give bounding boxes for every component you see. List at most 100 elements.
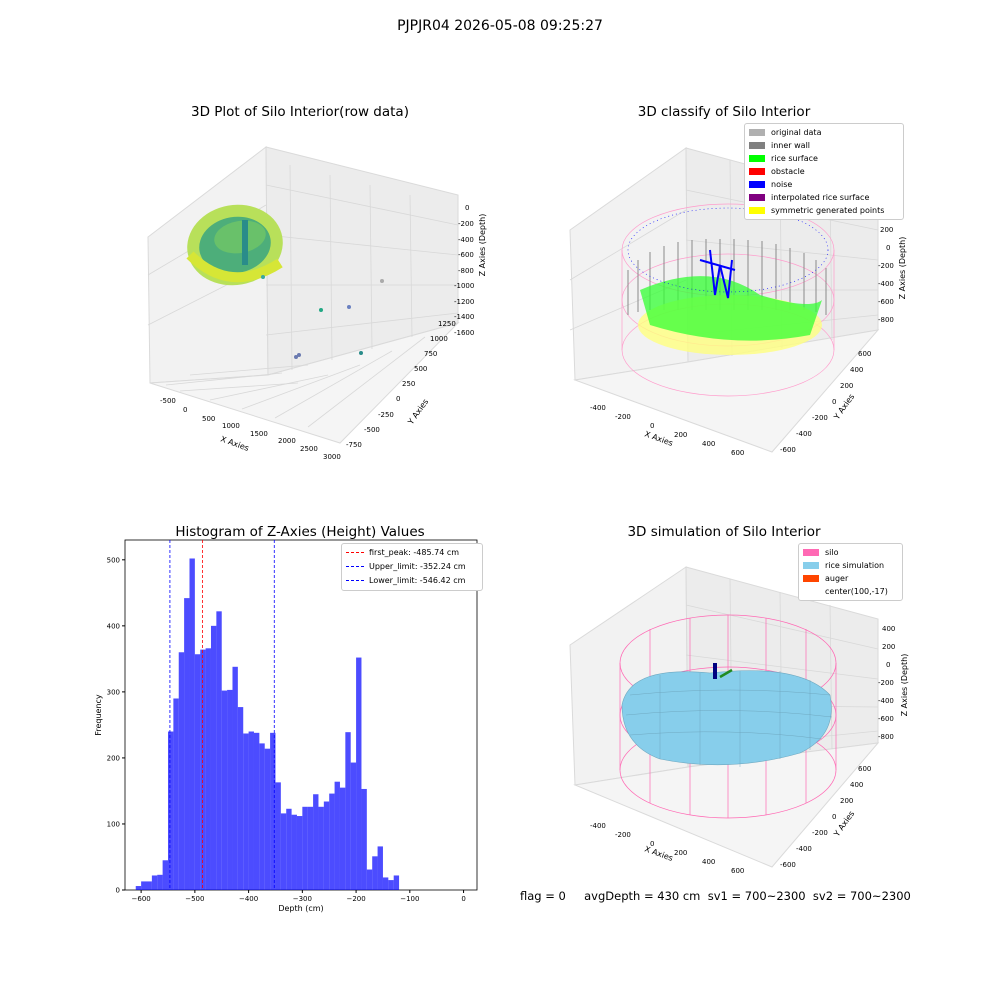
classify-xtick: -200 [615, 413, 631, 421]
histogram-bar [184, 598, 190, 890]
raw-ztick: -1000 [454, 282, 474, 290]
classify-ztick: -800 [878, 316, 894, 324]
histogram-bar [318, 806, 324, 890]
histogram-x-tick-label: −200 [346, 895, 365, 903]
histogram-x-label: Depth (cm) [278, 904, 323, 913]
raw-ztick: -600 [458, 251, 474, 259]
histogram-y-tick-label: 500 [107, 556, 120, 564]
sim-ztick: 400 [882, 625, 895, 633]
sim-ytick: 400 [850, 781, 863, 789]
legend-label: first_peak: -485.74 cm [369, 548, 460, 557]
sim-ztick: -400 [878, 697, 894, 705]
histogram-bar [243, 733, 249, 890]
histogram-bar [350, 762, 357, 890]
legend-line [346, 552, 364, 553]
sim-ztick: 0 [886, 661, 890, 669]
legend-swatch [803, 588, 819, 595]
simulation-rice-surface [621, 670, 832, 766]
raw-xtick: 3000 [323, 453, 341, 461]
histogram-bar [157, 874, 163, 890]
simulation-x-tick-labels: -400 -200 0 200 400 600 [590, 822, 744, 875]
histogram-bar [313, 794, 319, 890]
histogram-bar [210, 625, 217, 890]
raw-ztick: -200 [458, 220, 474, 228]
histogram-bar [334, 781, 340, 890]
histogram-bar [270, 732, 276, 890]
raw-ytick: 250 [402, 380, 415, 388]
classify-ytick: 0 [832, 398, 836, 406]
simulation-rice-mesh [625, 671, 833, 767]
classify-ztick: 0 [886, 244, 890, 252]
raw-y-label: Y Axies [406, 397, 431, 427]
histogram-bar [377, 846, 383, 890]
histogram-bars [135, 558, 400, 890]
histogram-bar [291, 814, 297, 890]
legend-swatch [749, 168, 765, 175]
simulation-3d-plot: -400 -200 0 200 400 600 X Axies -600 -40… [569, 566, 909, 875]
classify-plot-title: 3D classify of Silo Interior [637, 104, 811, 120]
raw-ytick: 1250 [438, 320, 456, 328]
legend-label: symmetric generated points [771, 206, 885, 215]
simulation-plot-title: 3D simulation of Silo Interior [627, 524, 821, 540]
raw-ytick: 500 [414, 365, 427, 373]
simulation-z-tick-labels: 400 200 0 -200 -400 -600 -800 [878, 625, 895, 741]
histogram-reference-lines [169, 540, 275, 890]
histogram-bar [200, 649, 206, 890]
histogram-bar [167, 731, 174, 890]
histogram-bar [280, 813, 287, 890]
histogram-bar [302, 806, 308, 890]
histogram-bar [372, 856, 378, 890]
histogram-x-tick-label: −300 [293, 895, 312, 903]
classify-xtick: -400 [590, 404, 606, 412]
legend-item: Upper_limit: -352.24 cm [346, 560, 478, 574]
raw-scatter-points [261, 275, 384, 359]
legend-label: interpolated rice surface [771, 193, 870, 202]
raw-xtick: -500 [160, 397, 176, 405]
raw-ztick: -400 [458, 236, 474, 244]
histogram-bar [151, 875, 158, 890]
legend-label: original data [771, 128, 822, 137]
simulation-y-tick-labels: -600 -400 -200 0 200 400 600 [780, 765, 871, 869]
raw-ztick: -800 [458, 267, 474, 275]
raw-silo-ring [186, 204, 283, 286]
raw-y-tick-labels: -750 -500 -250 0 250 500 750 1000 1250 [346, 320, 456, 449]
sim-ytick: 200 [840, 797, 853, 805]
histogram-bar [227, 689, 233, 890]
raw-xtick: 2000 [278, 437, 296, 445]
sim-ytick: 600 [858, 765, 871, 773]
histogram-y-tick-label: 200 [107, 754, 120, 762]
legend-item: noise [749, 178, 899, 191]
legend-item: rice surface [749, 152, 899, 165]
histogram-bar [329, 793, 335, 890]
raw-ytick: -250 [378, 411, 394, 419]
classify-xtick: 600 [731, 449, 744, 457]
legend-label: Lower_limit: -546.42 cm [369, 576, 466, 585]
legend-item: symmetric generated points [749, 204, 899, 217]
legend-item: obstacle [749, 165, 899, 178]
legend-label: auger [825, 574, 849, 583]
raw-ztick: -1600 [454, 329, 474, 337]
histogram-bar [382, 877, 389, 890]
histogram-legend: first_peak: -485.74 cm Upper_limit: -352… [341, 543, 483, 591]
classify-z-label: Z Axies (Depth) [898, 237, 907, 300]
classify-ytick: 600 [858, 350, 871, 358]
classify-ytick: -200 [812, 414, 828, 422]
histogram-y-tick-label: 400 [107, 622, 120, 630]
legend-label: inner wall [771, 141, 811, 150]
raw-ytick: 0 [396, 395, 400, 403]
raw-3d-plot: -500 0 500 1000 1500 2000 2500 3000 X Ax… [147, 145, 487, 461]
classify-legend: original data inner wall rice surface ob… [744, 123, 904, 220]
raw-xtick: 1500 [250, 430, 268, 438]
legend-item: center(100,-17) [803, 585, 898, 598]
classify-rice-surface [640, 276, 822, 341]
classify-ytick: 400 [850, 366, 863, 374]
histogram-bar [248, 731, 254, 890]
sim-ytick: 0 [832, 813, 836, 821]
classify-ztick: -600 [878, 298, 894, 306]
histogram-x-tick-label: −400 [239, 895, 258, 903]
histogram-y-tick-label: 0 [116, 887, 120, 895]
legend-label: Upper_limit: -352.24 cm [369, 562, 466, 571]
legend-swatch [803, 562, 819, 569]
histogram-bar [345, 732, 351, 890]
histogram-bar [388, 880, 394, 890]
